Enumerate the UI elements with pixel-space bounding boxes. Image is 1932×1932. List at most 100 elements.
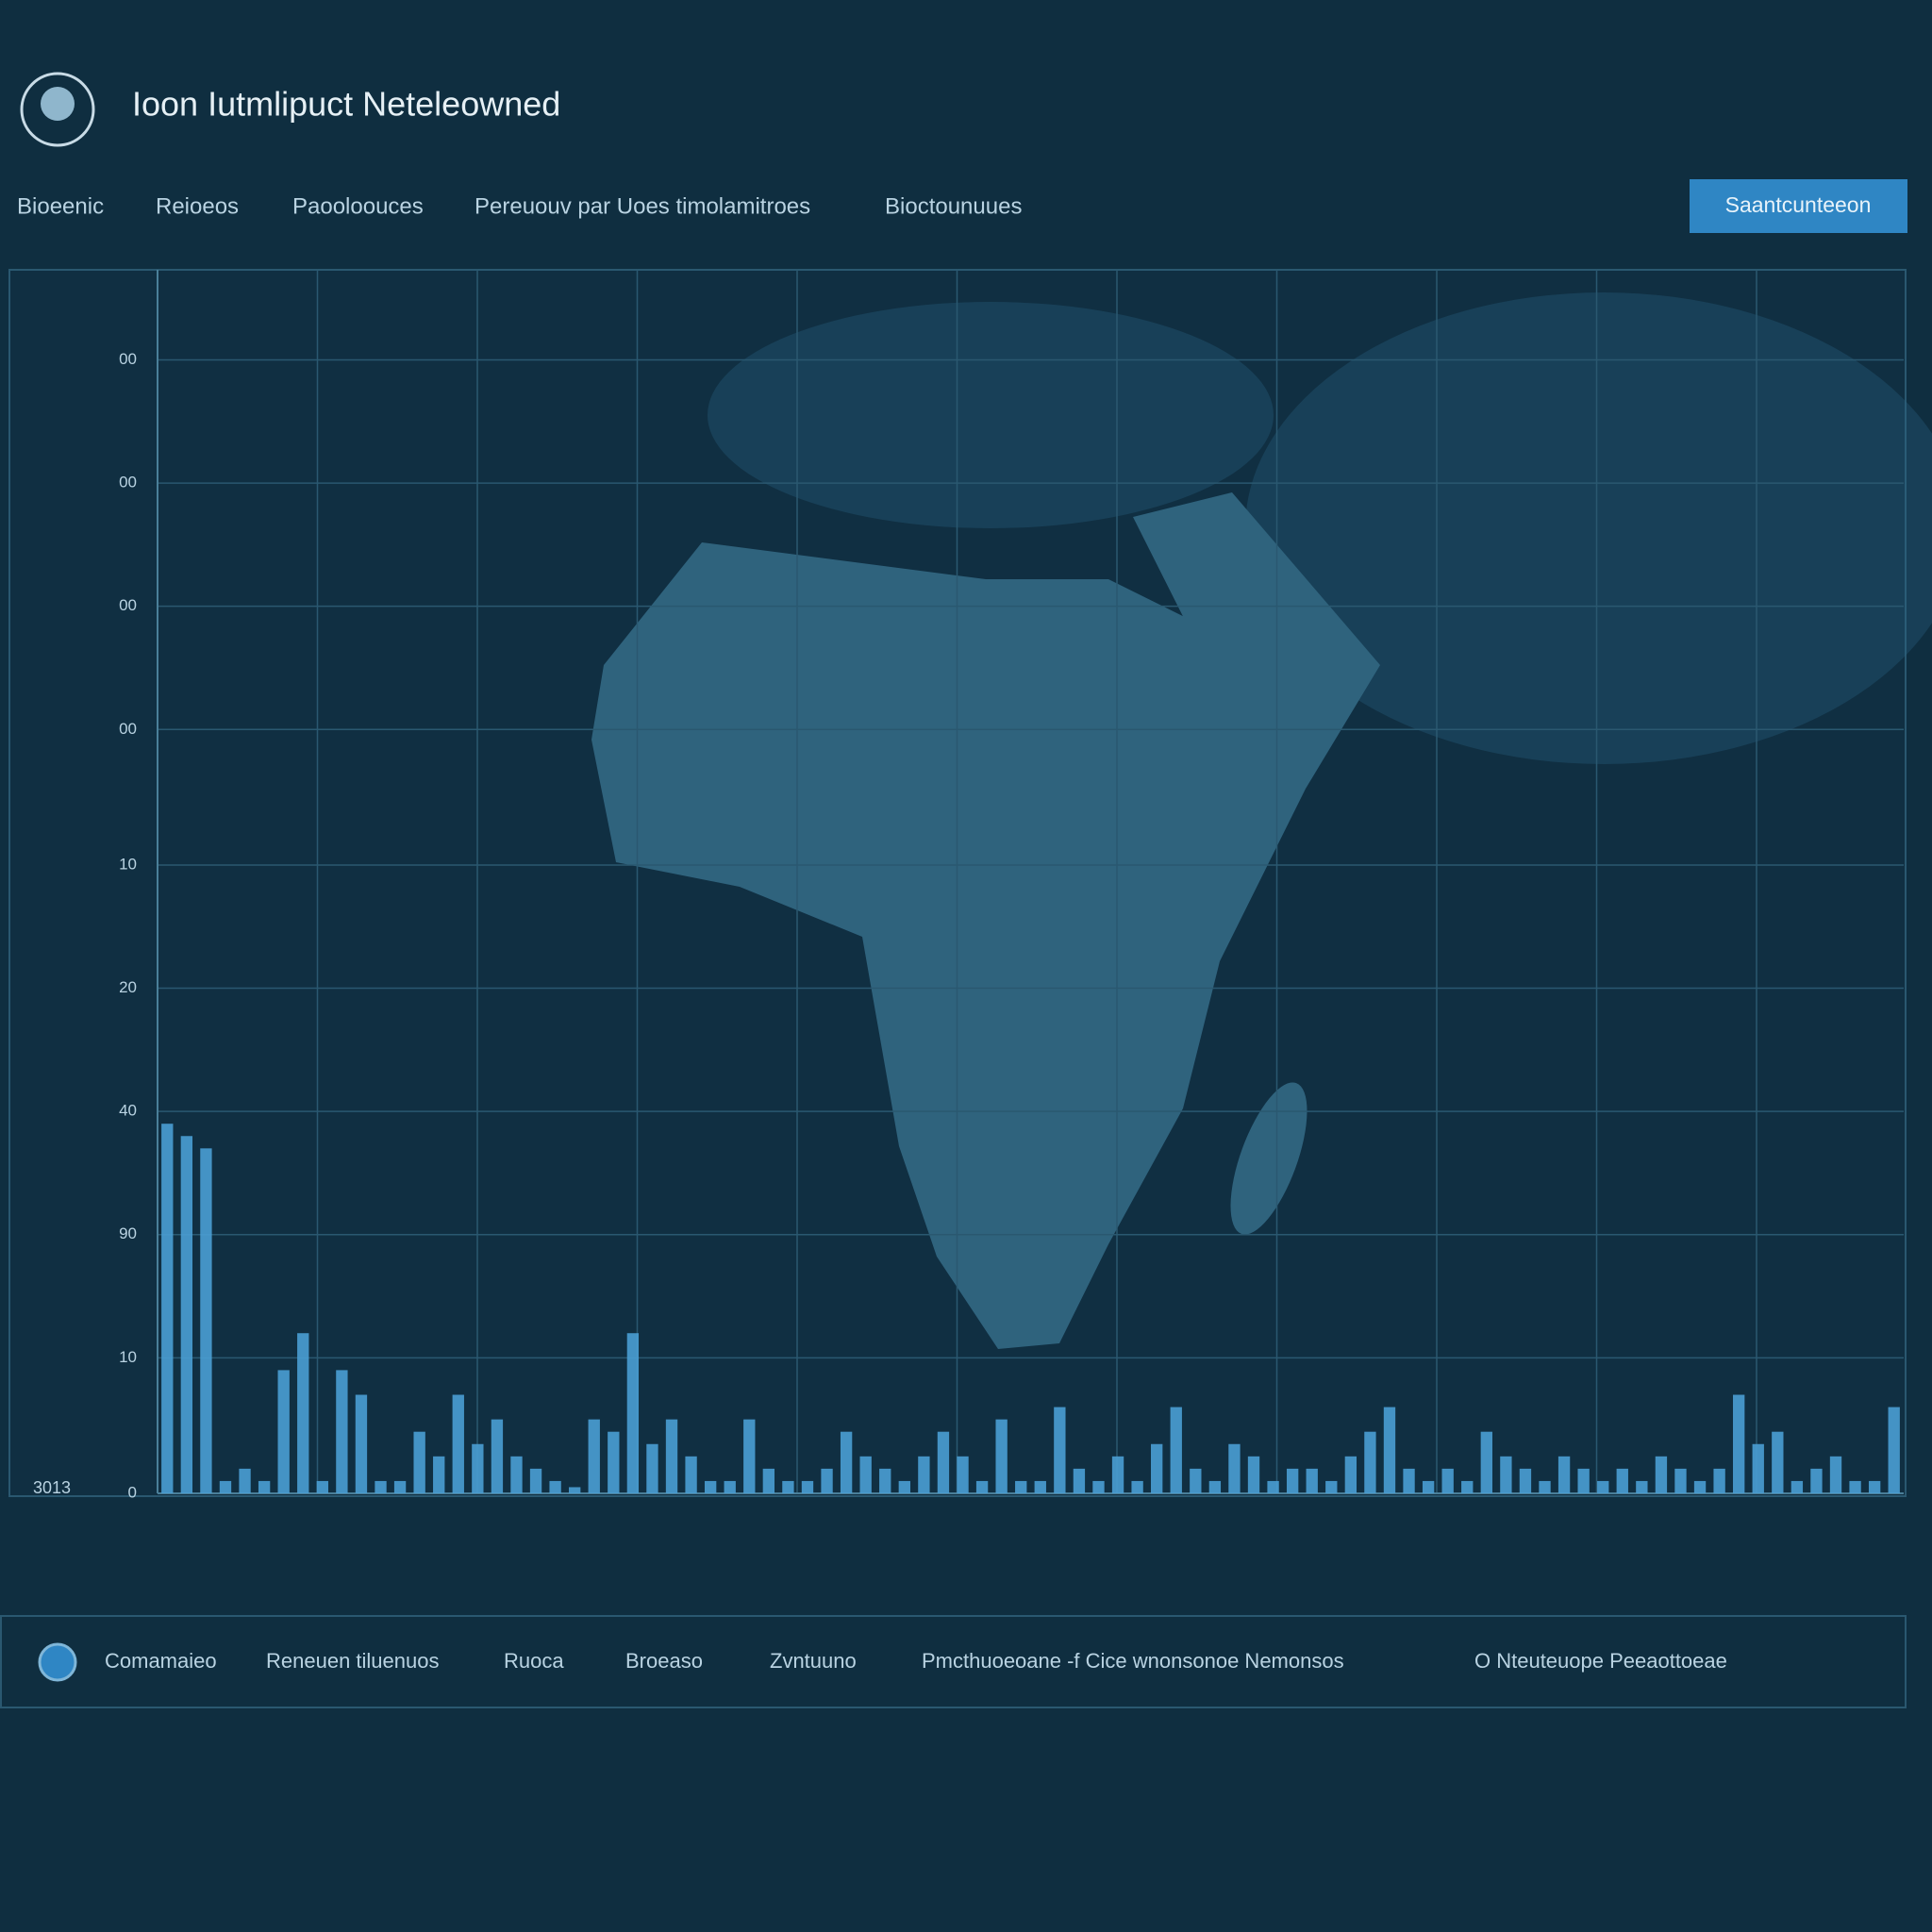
bar (1849, 1480, 1861, 1493)
bar (1461, 1480, 1474, 1493)
y-tick-label: 20 (119, 978, 137, 996)
y-tick-label: 00 (119, 350, 137, 368)
bar (200, 1148, 212, 1493)
bar (1713, 1468, 1725, 1493)
footer-bar (0, 1615, 1907, 1708)
bar (1015, 1480, 1027, 1493)
bar (549, 1480, 561, 1493)
bar (1092, 1480, 1105, 1493)
footer-icon[interactable] (38, 1642, 77, 1682)
bar (1655, 1456, 1668, 1493)
nav-item[interactable]: Paooloouces (292, 193, 424, 219)
bar (1693, 1480, 1707, 1493)
axis-note: 3013 (33, 1478, 71, 1497)
logo[interactable] (20, 72, 95, 147)
bar (821, 1468, 833, 1493)
bar (180, 1136, 193, 1493)
nav-item[interactable]: Reioeos (156, 193, 239, 219)
bar (1247, 1456, 1260, 1493)
bar (995, 1419, 1008, 1493)
bar (529, 1468, 542, 1493)
bar (1752, 1443, 1764, 1493)
bar (626, 1333, 640, 1493)
bar (1131, 1480, 1143, 1493)
bar (704, 1480, 717, 1493)
bar (646, 1443, 658, 1493)
footer-item[interactable]: Zvntuuno (770, 1649, 857, 1673)
bar (1151, 1443, 1163, 1493)
action-button-label[interactable]: Saantcunteeon (1725, 192, 1872, 217)
bar (1383, 1407, 1396, 1493)
bar (472, 1443, 484, 1493)
bar (413, 1431, 425, 1493)
bar (743, 1419, 756, 1493)
bar (1208, 1480, 1222, 1493)
bar (1733, 1394, 1745, 1493)
madagascar-shape (1230, 1082, 1307, 1235)
bar (1073, 1468, 1086, 1493)
bar (665, 1419, 678, 1493)
footer-item[interactable]: O Nteuteuope Peeaottoeae (1474, 1649, 1727, 1673)
bar (1170, 1407, 1182, 1493)
logo-core (41, 87, 75, 121)
bar (879, 1468, 891, 1493)
bar (1325, 1480, 1338, 1493)
bar (297, 1333, 309, 1493)
bar (1597, 1480, 1609, 1493)
bar (1829, 1456, 1842, 1493)
asia-shape (1245, 292, 1932, 764)
bar (1228, 1443, 1241, 1493)
bar (1190, 1468, 1202, 1493)
action-button[interactable] (1690, 179, 1907, 233)
y-tick-label: 00 (119, 474, 137, 491)
bar (782, 1480, 794, 1493)
y-tick-label: 10 (119, 855, 137, 873)
footer-item[interactable]: Broeaso (625, 1649, 703, 1673)
bar (957, 1456, 969, 1493)
europe-shape (708, 302, 1274, 528)
bar (375, 1480, 387, 1493)
bar (1286, 1468, 1299, 1493)
nav-item[interactable]: Pereuouv par Uoes timolamitroes (475, 193, 810, 219)
y-tick-label: 90 (119, 1224, 137, 1242)
bar (1306, 1468, 1318, 1493)
bar (685, 1456, 697, 1493)
bar (937, 1431, 950, 1493)
logo-ring (20, 72, 95, 147)
bar (277, 1370, 290, 1493)
africa-shape (591, 542, 1306, 1349)
bar (762, 1468, 775, 1493)
bar (1810, 1468, 1823, 1493)
nav-item[interactable]: Bioctounuues (885, 193, 1022, 219)
bar (433, 1456, 445, 1493)
bar (1539, 1480, 1551, 1493)
bar (1403, 1468, 1415, 1493)
bar (898, 1480, 910, 1493)
arabia-shape (1133, 492, 1380, 789)
bar (1500, 1456, 1512, 1493)
bar (393, 1480, 407, 1493)
y-tick-label: 0 (128, 1483, 137, 1501)
bar (801, 1480, 814, 1493)
bar (1480, 1431, 1492, 1493)
footer-item[interactable]: Ruoca (504, 1649, 564, 1673)
bar (336, 1370, 348, 1493)
bar (918, 1456, 930, 1493)
bar (1868, 1480, 1881, 1493)
y-tick-label: 00 (119, 596, 137, 614)
nav-item[interactable]: Bioeenic (17, 193, 104, 219)
page-title: Ioon Iutmlipuct Neteleowned (132, 85, 560, 124)
bar (1422, 1480, 1435, 1493)
footer-item[interactable]: Reneuen tiluenuos (266, 1649, 439, 1673)
footer-item[interactable]: Pmcthuoeoane -f Cice wnonsonoe Nemonsos (922, 1649, 1344, 1673)
bar (239, 1468, 251, 1493)
y-tick-label: 10 (119, 1348, 137, 1366)
bar (1674, 1468, 1687, 1493)
bar (258, 1480, 271, 1493)
bar (1636, 1480, 1648, 1493)
bar (1577, 1468, 1590, 1493)
bar (859, 1456, 872, 1493)
bar (588, 1419, 600, 1493)
footer-item[interactable]: Comamaieo (105, 1649, 217, 1673)
